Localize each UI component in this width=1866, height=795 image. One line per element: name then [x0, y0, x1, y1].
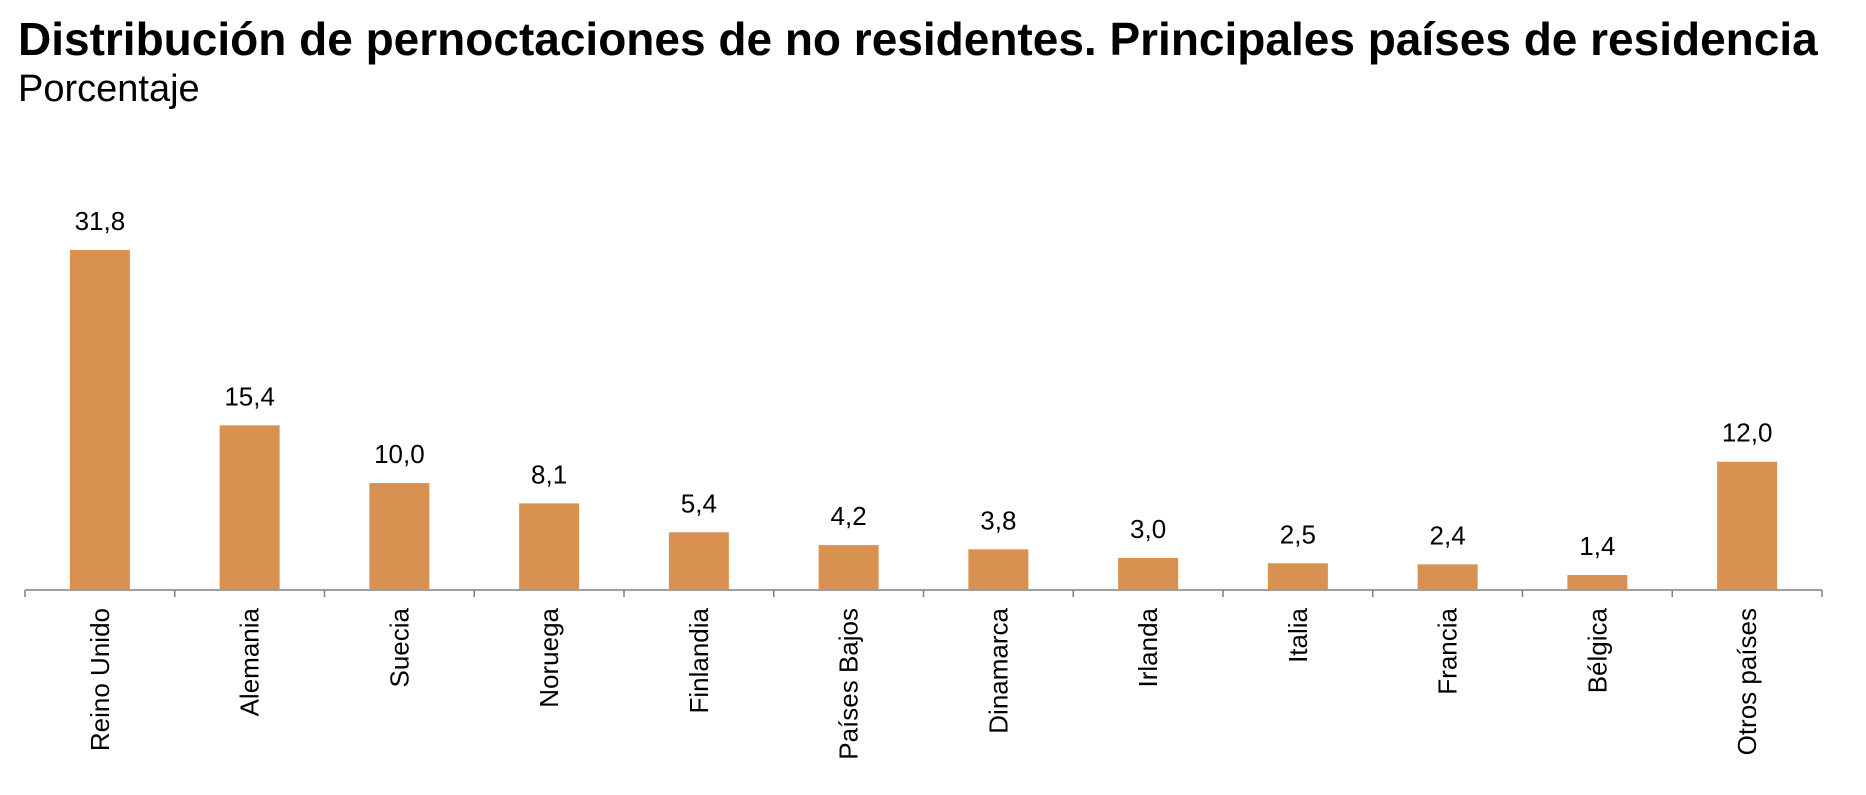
- data-label: 2,5: [1280, 519, 1316, 549]
- category-label: Finlandia: [684, 607, 714, 713]
- data-label: 2,4: [1430, 520, 1466, 550]
- bar: [818, 545, 879, 590]
- bar: [369, 483, 430, 590]
- category-label: Alemania: [235, 607, 265, 716]
- category-label: Bélgica: [1582, 607, 1612, 693]
- bar: [519, 503, 580, 590]
- bar: [1267, 563, 1328, 590]
- category-label: Reino Unido: [85, 608, 115, 751]
- category-label: Otros países: [1732, 608, 1762, 755]
- plot-area: 31,8 Reino Unido 15,4 Alemania 10,0 Suecia 8,1…: [24, 206, 1823, 760]
- bar: [1118, 557, 1179, 590]
- bar: [1417, 564, 1478, 590]
- data-label: 31,8: [75, 206, 126, 236]
- category-label: Países Bajos: [834, 608, 864, 760]
- data-label: 3,0: [1130, 514, 1166, 544]
- data-label: 10,0: [374, 439, 425, 469]
- bar: [968, 549, 1029, 590]
- category-label: Irlanda: [1133, 607, 1163, 687]
- category-label: Noruega: [534, 607, 564, 707]
- data-label: 8,1: [531, 459, 567, 489]
- bar: [1717, 461, 1778, 590]
- data-label: 3,8: [980, 505, 1016, 535]
- bar: [668, 532, 729, 590]
- data-label: 15,4: [224, 381, 275, 411]
- category-label: Dinamarca: [983, 607, 1013, 733]
- data-label: 4,2: [831, 501, 867, 531]
- data-label: 5,4: [681, 488, 717, 518]
- bar: [219, 425, 280, 590]
- chart-title: Distribución de pernoctaciones de no res…: [18, 13, 1818, 65]
- chart-subtitle: Porcentaje: [18, 68, 200, 110]
- bar: [1567, 575, 1628, 590]
- category-label: Francia: [1433, 607, 1463, 694]
- bar: [69, 250, 130, 590]
- category-label: Italia: [1283, 607, 1313, 662]
- data-label: 1,4: [1579, 531, 1615, 561]
- category-label: Suecia: [384, 607, 414, 687]
- data-label: 12,0: [1722, 418, 1773, 448]
